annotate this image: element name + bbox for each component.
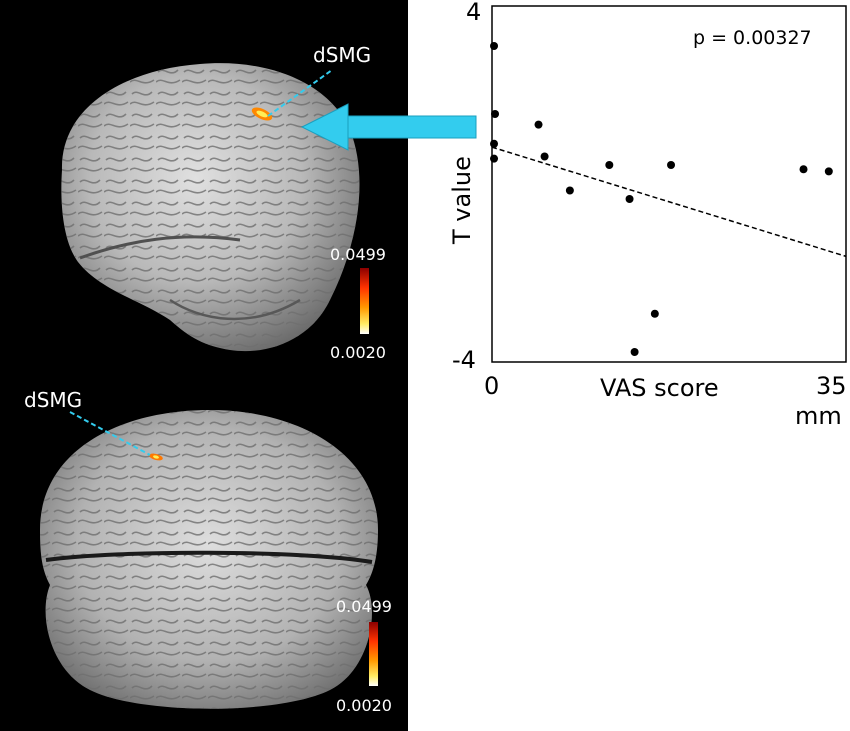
lateral-activation-blob [251,107,273,121]
lateral-roi-label: dSMG [313,43,371,67]
lateral-colorbar-min-label: 0.0020 [330,343,386,362]
x-tick-max: 35 [816,372,847,400]
lateral-colorbar-max-label: 0.0499 [330,245,386,264]
regression-line [491,146,847,258]
p-value-annotation: p = 0.00327 [693,27,812,49]
data-point-0 [490,42,499,50]
trendline-layer [491,146,847,258]
data-point-3 [490,154,499,163]
dorsal-colorbar-max-label: 0.0499 [336,597,392,616]
data-point-13 [824,167,833,176]
data-point-8 [625,195,634,203]
y-tick-min: -4 [452,346,476,374]
dorsal-colorbar-min-label: 0.0020 [336,696,392,715]
dorsal-activation-blob [149,453,163,461]
data-point-10 [667,161,676,169]
x-axis-label: VAS score [600,374,719,402]
lateral-roi-pointer [267,69,333,117]
lateral-colorbar [360,268,369,334]
link-arrow [300,103,477,151]
dorsal-roi-label: dSMG [24,388,82,412]
x-tick-min: 0 [484,372,499,400]
x-axis-unit: mm [795,402,842,430]
data-point-2 [490,139,499,148]
y-axis-label: T value [448,156,476,245]
data-point-1 [491,110,500,118]
data-point-6 [565,186,574,195]
data-point-11 [630,348,639,356]
points-layer [490,42,833,356]
data-point-4 [534,120,543,129]
data-point-9 [650,309,659,318]
scatter-plot: 4 -4 0 35 VAS score mm T value p = 0.003… [448,0,847,430]
dorsal-roi-pointer [69,411,151,456]
dorsal-brain-view [40,410,378,709]
plot-frame [491,5,847,363]
data-point-12 [799,165,808,174]
data-point-5 [540,152,549,161]
data-point-7 [605,161,614,169]
y-tick-max: 4 [466,0,481,26]
dorsal-colorbar [369,622,378,686]
